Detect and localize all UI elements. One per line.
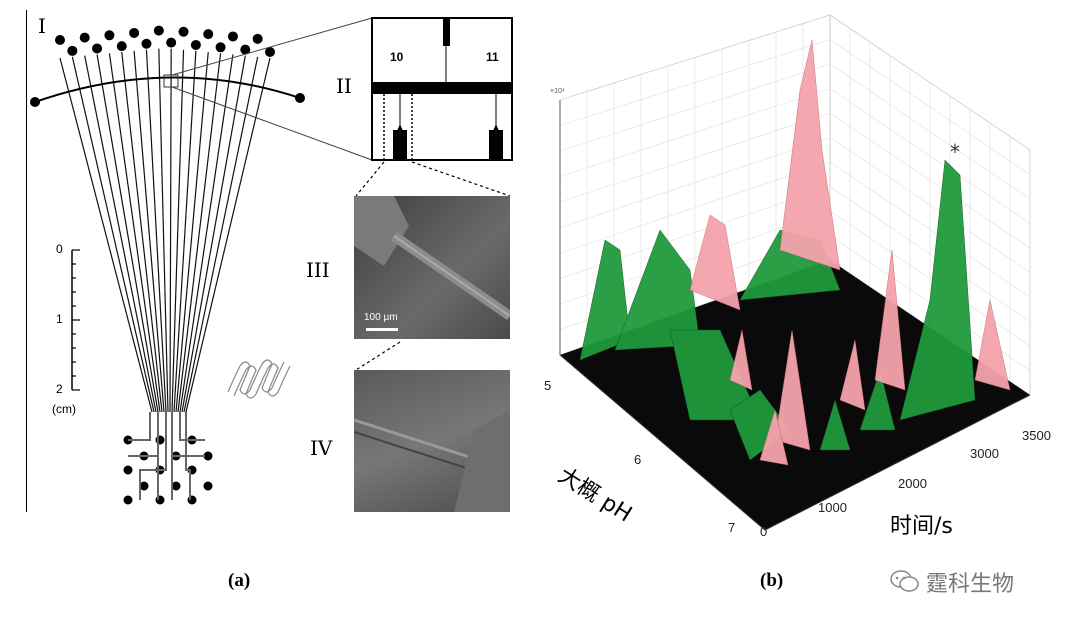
outlet-dot — [139, 481, 149, 491]
x-tick-3500: 3500 — [1022, 428, 1051, 443]
scale-tick-2: 2 — [56, 382, 63, 396]
sem-image-III: 100 μm — [354, 196, 510, 339]
panel-b: ×10⁴ 5 6 7 0 1000 2000 3000 3500 大概 pH 时… — [520, 0, 1080, 629]
channel-line — [173, 50, 197, 413]
peak-marker-asterisk: * — [950, 140, 960, 164]
reservoir-dot — [178, 26, 189, 37]
outlet-dot — [123, 465, 133, 475]
reservoir-dot — [67, 45, 78, 56]
grid-line — [559, 161, 831, 254]
channel-line — [169, 48, 172, 413]
channel-line — [59, 57, 153, 413]
channel-line — [133, 50, 165, 413]
sem-scalebar-line — [366, 328, 398, 331]
sem-scalebar-label: 100 μm — [364, 312, 398, 323]
x-tick-1000: 1000 — [818, 500, 847, 515]
label-III: III — [306, 258, 330, 282]
watermark: 霆科生物 — [890, 566, 1014, 598]
caption-a: (a) — [228, 570, 251, 591]
reservoir-dot — [227, 31, 238, 42]
axis-x-label: 时间/s — [890, 514, 953, 539]
channel-fan-diagram — [30, 17, 513, 505]
channel-line — [181, 55, 246, 413]
label-II: II — [336, 74, 352, 98]
reservoir-dot — [203, 29, 214, 40]
y-tick-6: 6 — [634, 452, 642, 467]
y-tick-7: 7 — [728, 520, 736, 535]
reservoir-dot — [215, 42, 226, 53]
channel-line — [158, 48, 169, 413]
reservoir-dot — [92, 43, 103, 54]
reservoir-dot — [240, 44, 251, 55]
channel-line — [171, 49, 185, 413]
inset-channel-number-right: 11 — [486, 50, 499, 64]
channel-line — [175, 52, 209, 413]
label-IV: IV — [310, 436, 333, 460]
outlet-dot — [171, 481, 181, 491]
inset-channel-number-left: 10 — [390, 50, 404, 64]
outlet-dot — [155, 435, 165, 445]
grid-line — [829, 210, 1031, 347]
sem-image-IV — [354, 370, 510, 512]
x-tick-0: 0 — [760, 524, 768, 539]
x-tick-2000: 2000 — [898, 476, 927, 491]
outlet-dot — [203, 451, 213, 461]
3d-surface-plot — [559, 14, 1031, 531]
scale-tick-0: 0 — [56, 242, 63, 256]
label-I: I — [38, 14, 46, 38]
reservoir-dot — [104, 30, 115, 41]
grid-line — [829, 161, 1031, 298]
channel-line — [185, 57, 271, 413]
reservoir-dot — [141, 38, 152, 49]
channel-line — [183, 56, 259, 413]
channel-line — [96, 54, 159, 413]
reservoir-dot — [129, 27, 140, 38]
reservoir-dot — [190, 39, 201, 50]
channel-line — [121, 52, 163, 413]
scale-unit: (cm) — [52, 402, 76, 416]
outlet-dot — [155, 495, 165, 505]
reservoir-dot — [265, 47, 275, 57]
outlet-dot — [203, 481, 213, 491]
outlet-dot — [123, 495, 133, 505]
panel-a-left-border — [26, 10, 27, 512]
z-axis-exponent: ×10⁴ — [550, 88, 565, 95]
reservoir-dot — [153, 25, 164, 36]
reservoir-dot — [116, 41, 127, 52]
x-tick-3000: 3000 — [970, 446, 999, 461]
watermark-text: 霆科生物 — [926, 572, 1015, 597]
channel-line — [84, 55, 157, 413]
scale-tick-1: 1 — [56, 312, 63, 326]
channel-line — [177, 53, 222, 413]
caption-b: (b) — [760, 570, 784, 591]
channel-line — [145, 49, 167, 413]
reservoir-dot — [252, 33, 263, 44]
outlet-dot — [187, 495, 197, 505]
wechat-icon — [890, 570, 919, 592]
reservoir-dot — [79, 32, 90, 43]
grid-line — [829, 186, 1031, 322]
y-tick-5: 5 — [544, 378, 552, 393]
reservoir-dot — [166, 37, 177, 48]
channel-line — [71, 56, 155, 413]
panel-a: I II III IV — [0, 0, 520, 591]
channel-line — [179, 54, 234, 413]
channel-line — [108, 53, 161, 413]
reservoir-dot — [55, 35, 65, 45]
